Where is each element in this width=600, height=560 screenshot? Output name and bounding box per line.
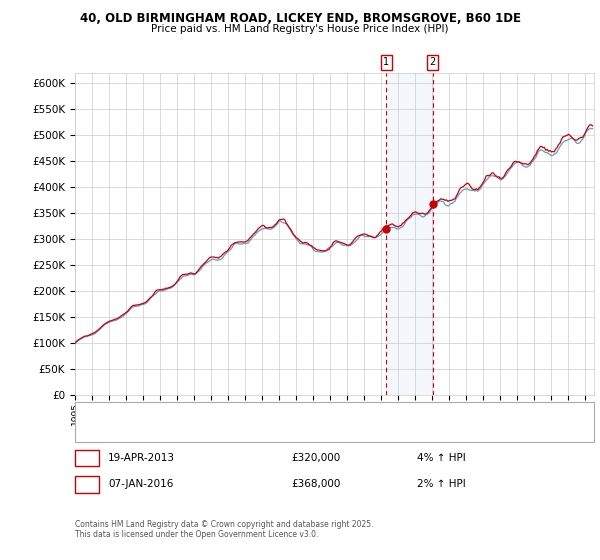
Text: £368,000: £368,000 <box>291 479 340 489</box>
Text: Contains HM Land Registry data © Crown copyright and database right 2025.
This d: Contains HM Land Registry data © Crown c… <box>75 520 373 539</box>
Text: 2: 2 <box>83 479 91 489</box>
Text: HPI: Average price, detached house, Bromsgrove: HPI: Average price, detached house, Brom… <box>114 424 326 433</box>
Text: 2% ↑ HPI: 2% ↑ HPI <box>417 479 466 489</box>
Text: Price paid vs. HM Land Registry's House Price Index (HPI): Price paid vs. HM Land Registry's House … <box>151 24 449 34</box>
Text: 40, OLD BIRMINGHAM ROAD, LICKEY END, BROMSGROVE, B60 1DE (detached house): 40, OLD BIRMINGHAM ROAD, LICKEY END, BRO… <box>114 408 482 417</box>
Text: 1: 1 <box>383 57 389 67</box>
Text: 19-APR-2013: 19-APR-2013 <box>108 453 175 463</box>
Bar <box>386 73 433 395</box>
Text: 4% ↑ HPI: 4% ↑ HPI <box>417 453 466 463</box>
Text: 40, OLD BIRMINGHAM ROAD, LICKEY END, BROMSGROVE, B60 1DE: 40, OLD BIRMINGHAM ROAD, LICKEY END, BRO… <box>79 12 521 25</box>
Text: 07-JAN-2016: 07-JAN-2016 <box>108 479 173 489</box>
Text: 2: 2 <box>430 57 436 67</box>
Text: £320,000: £320,000 <box>291 453 340 463</box>
Text: 1: 1 <box>83 453 91 463</box>
